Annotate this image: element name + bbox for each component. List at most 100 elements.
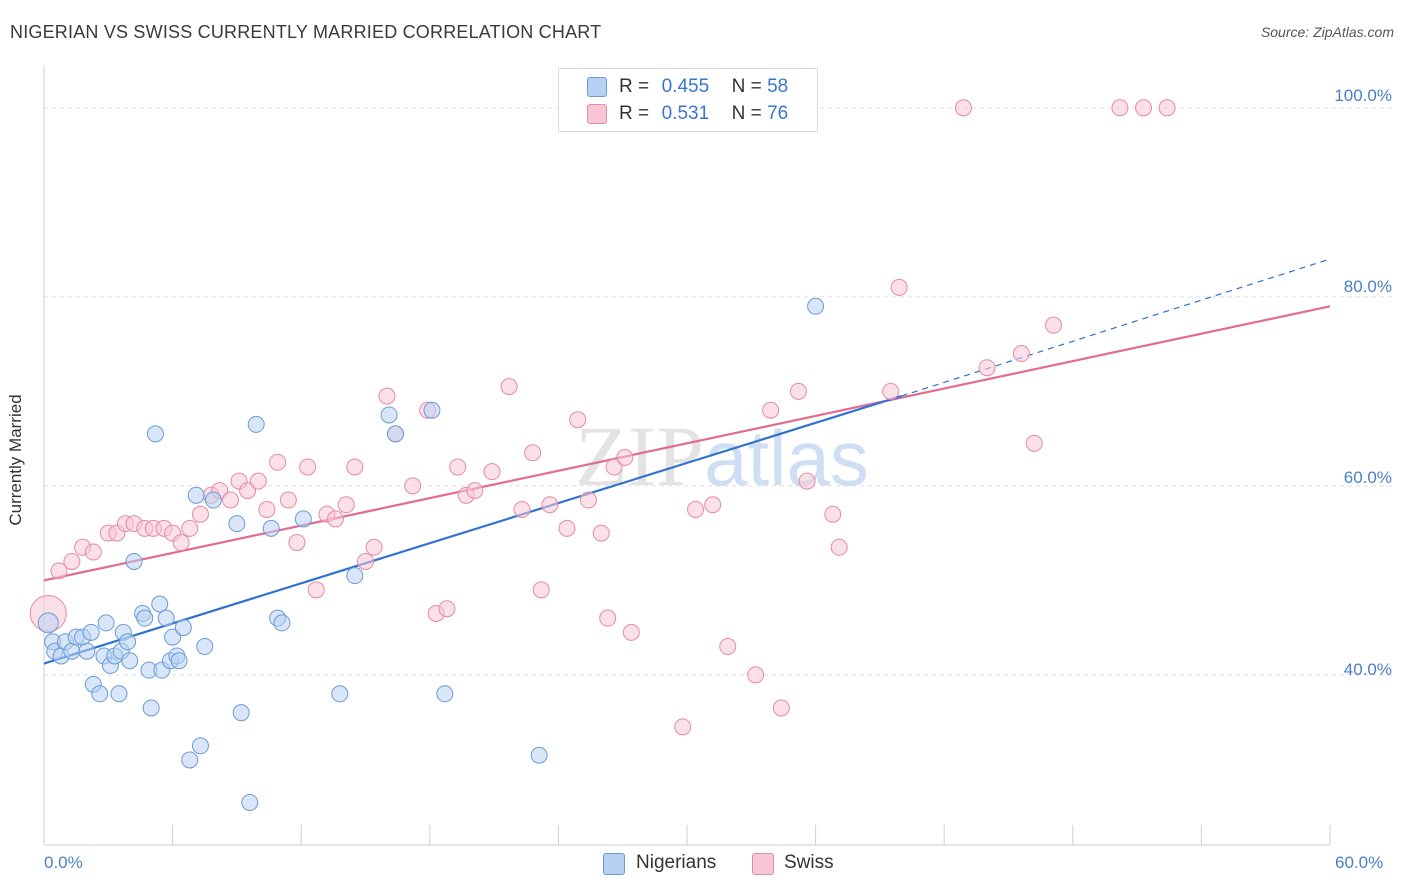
nigerian-point <box>196 638 214 656</box>
swiss-point <box>326 510 344 528</box>
trend-layer <box>43 258 1331 665</box>
nigerian-point <box>142 699 160 717</box>
swiss-point <box>279 491 297 509</box>
source-credit: Source: ZipAtlas.com <box>1260 24 1394 40</box>
nigerian-points <box>37 297 825 811</box>
nigerian-point <box>151 595 169 613</box>
swiss-point <box>704 496 722 514</box>
swiss-point <box>307 581 325 599</box>
swiss-point <box>605 458 623 476</box>
swiss-point <box>50 562 68 580</box>
grid-layer <box>44 107 1395 676</box>
swiss-point <box>299 458 317 476</box>
swiss-point <box>772 699 790 717</box>
chart-title: NIGERIAN VS SWISS CURRENTLY MARRIED CORR… <box>10 22 602 42</box>
nigerian-point <box>262 519 280 537</box>
nigerian-point <box>91 685 109 703</box>
swiss-point <box>1111 99 1129 117</box>
swiss-point <box>789 382 807 400</box>
legend-swatch-swiss <box>587 104 607 124</box>
bottom-legend-swiss: Swiss <box>784 852 834 873</box>
swiss-point <box>890 278 908 296</box>
nigerian-trend-line <box>43 395 902 665</box>
nigerian-trend-extension <box>901 258 1331 397</box>
swiss-point <box>249 472 267 490</box>
swiss-point <box>622 623 640 641</box>
nigerian-point <box>125 552 143 570</box>
swiss-point <box>830 538 848 556</box>
swiss-point <box>449 458 467 476</box>
swiss-point <box>978 359 996 377</box>
legend-r-label: R = <box>619 103 650 124</box>
legend-n-label: N = <box>731 76 762 97</box>
swiss-point <box>687 500 705 518</box>
swiss-trend-line <box>43 305 1331 582</box>
swiss-point <box>579 491 597 509</box>
legend-r-label: R = <box>619 76 650 97</box>
swiss-point <box>1045 316 1063 334</box>
nigerian-point <box>157 609 175 627</box>
nigerian-point <box>346 567 364 585</box>
swiss-point <box>616 449 634 466</box>
x-tick-label-min: 0.0% <box>44 853 83 872</box>
swiss-point <box>239 482 257 500</box>
swiss-point <box>599 609 617 627</box>
nigerian-point <box>807 297 825 315</box>
swiss-point <box>258 500 276 518</box>
axis-layer <box>43 65 1331 846</box>
swiss-point <box>1158 99 1176 117</box>
swiss-point <box>747 666 765 684</box>
nigerian-point <box>241 793 259 811</box>
nigerian-point <box>204 491 222 509</box>
swiss-point <box>337 496 355 514</box>
nigerian-point <box>37 612 59 634</box>
swiss-point <box>288 534 306 552</box>
nigerian-point <box>423 401 441 419</box>
nigerian-point <box>119 633 137 651</box>
legend-row-swiss: R = 0.531 N = 76 <box>619 103 788 125</box>
swiss-point <box>1025 434 1043 452</box>
nigerian-point <box>294 510 312 528</box>
nigerian-point <box>387 425 405 443</box>
bottom-legend-nigerians: Nigerians <box>636 852 717 873</box>
nigerian-point <box>82 623 100 641</box>
legend-row-nigerians: R = 0.455 N = 58 <box>619 76 788 98</box>
y-tick-label-40: 40.0% <box>1343 660 1392 679</box>
swiss-point <box>824 505 842 523</box>
nigerian-point <box>110 685 128 703</box>
swiss-point <box>269 453 287 471</box>
swiss-point <box>221 491 239 509</box>
swiss-point <box>181 519 199 537</box>
swiss-point <box>466 482 484 500</box>
nigerian-point <box>187 486 205 504</box>
legend-n-value-swiss: 76 <box>767 103 789 124</box>
swiss-point <box>357 552 374 570</box>
swiss-point <box>365 538 383 556</box>
watermark: ZIPatlas <box>575 408 869 504</box>
swiss-point <box>674 718 692 736</box>
nigerian-point <box>380 406 398 424</box>
bottom-legend-swatch-swiss <box>752 853 774 875</box>
nigerian-point <box>78 642 96 660</box>
nigerian-point <box>181 751 199 769</box>
legend-swatch-nigerians <box>587 77 607 97</box>
legend-n-label: N = <box>731 103 762 124</box>
swiss-point <box>798 472 816 490</box>
nigerian-point <box>136 609 154 627</box>
nigerian-point <box>170 652 188 670</box>
swiss-point <box>378 387 396 405</box>
swiss-point <box>438 600 456 618</box>
nigerian-point <box>63 642 81 660</box>
nigerian-point <box>228 515 246 533</box>
swiss-point <box>172 534 190 552</box>
legend-r-value-nigerians: 0.455 <box>661 76 710 97</box>
nigerian-point <box>146 425 164 443</box>
swiss-point <box>558 519 576 537</box>
legend: R = 0.455 N = 58 R = 0.531 N = 76 <box>558 68 818 132</box>
swiss-point <box>524 444 542 462</box>
swiss-point <box>84 543 102 561</box>
swiss-point <box>882 382 900 400</box>
swiss-point <box>63 552 81 570</box>
nigerian-point <box>530 746 548 764</box>
